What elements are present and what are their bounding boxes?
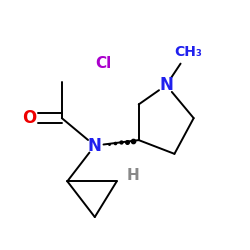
Text: N: N xyxy=(88,136,102,154)
Text: N: N xyxy=(159,76,173,94)
Text: H: H xyxy=(127,168,140,183)
Text: O: O xyxy=(22,109,36,127)
Text: Cl: Cl xyxy=(95,56,111,71)
Text: CH₃: CH₃ xyxy=(174,45,202,59)
